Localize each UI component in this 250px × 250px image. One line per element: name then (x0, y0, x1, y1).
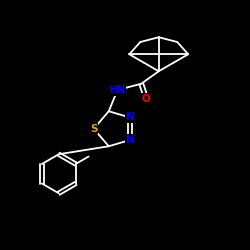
Text: N: N (126, 112, 134, 122)
Text: O: O (142, 94, 150, 104)
Text: S: S (90, 124, 98, 134)
Text: N: N (126, 135, 134, 145)
Text: HN: HN (110, 85, 126, 95)
